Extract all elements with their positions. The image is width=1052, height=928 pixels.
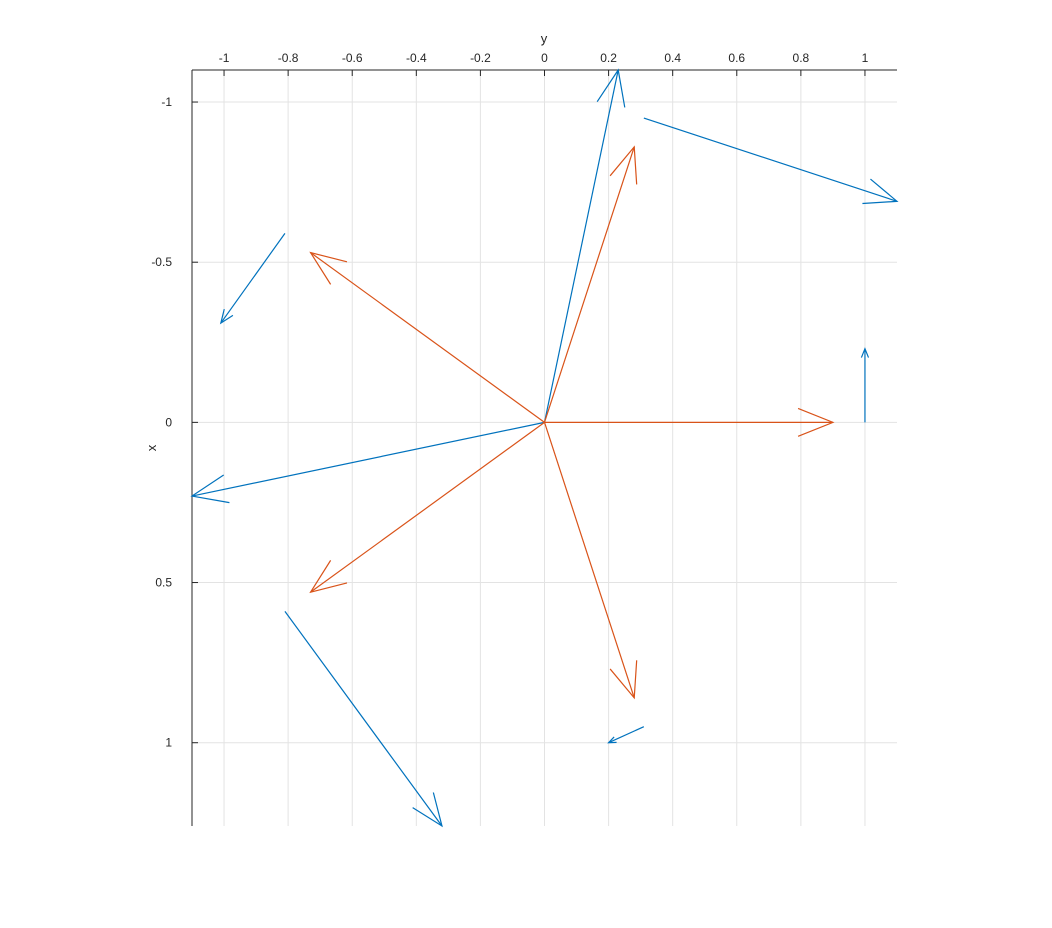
vector-arrowhead: [860, 347, 870, 358]
y-ticks: -1 -0.5 0 0.5 1: [151, 95, 198, 750]
vector-shaft: [220, 233, 286, 324]
x-tick-label: -0.8: [278, 51, 299, 65]
vector-shaft: [608, 726, 645, 744]
vector-arrow: [309, 251, 545, 423]
vector-arrowhead: [412, 792, 443, 828]
vector-shaft: [191, 421, 545, 497]
vector-shaft: [543, 69, 619, 423]
vector-shaft: [310, 252, 545, 423]
y-tick-label: -0.5: [151, 255, 172, 269]
x-tick-label: 1: [862, 51, 869, 65]
x-ticks: -1 -0.8 -0.6 -0.4 -0.2 0 0.2 0.4 0.6 0.8 1: [219, 51, 869, 76]
vector-arrow: [190, 421, 545, 504]
y-tick-label: 0: [165, 415, 172, 429]
vector-arrow: [309, 421, 545, 594]
vector-arrowhead: [190, 474, 230, 504]
vector-arrow: [219, 233, 286, 325]
vector-arrowhead: [309, 560, 348, 594]
y-tick-label: 1: [165, 736, 172, 750]
vector-arrowhead: [609, 660, 638, 700]
vector-field: [190, 68, 899, 828]
x-tick-label: 0.6: [728, 51, 745, 65]
vector-shaft: [543, 422, 635, 699]
x-axis-title: y: [541, 31, 548, 46]
vector-arrowhead: [797, 407, 835, 437]
y-tick-label: -1: [161, 95, 172, 109]
x-tick-label: -1: [219, 51, 230, 65]
vector-arrowhead: [596, 68, 626, 108]
vector-arrow: [543, 422, 638, 700]
vector-arrow: [543, 145, 638, 423]
x-tick-label: -0.6: [342, 51, 363, 65]
vector-arrowhead: [607, 736, 617, 744]
y-axis-title: x: [144, 444, 159, 451]
x-tick-label: -0.2: [470, 51, 491, 65]
vector-arrowhead: [609, 145, 638, 185]
vector-shaft: [543, 146, 635, 423]
x-tick-label: 0.2: [600, 51, 617, 65]
x-tick-label: 0.8: [793, 51, 810, 65]
vector-arrow: [284, 611, 443, 828]
vector-arrowhead: [309, 251, 348, 285]
vector-shaft: [284, 611, 443, 827]
vector-shaft: [310, 421, 545, 593]
vector-arrow: [860, 347, 870, 423]
vector-arrow: [643, 117, 899, 205]
x-tick-label: -0.4: [406, 51, 427, 65]
vector-arrow: [607, 726, 645, 744]
y-tick-label: 0.5: [155, 576, 172, 590]
vector-arrow: [543, 68, 626, 423]
x-tick-label: 0.4: [664, 51, 681, 65]
vector-arrow: [544, 407, 835, 437]
vector-shaft: [643, 117, 898, 202]
vector-arrowhead: [219, 309, 234, 325]
vector-arrowhead: [862, 178, 899, 205]
x-tick-label: 0: [541, 51, 548, 65]
